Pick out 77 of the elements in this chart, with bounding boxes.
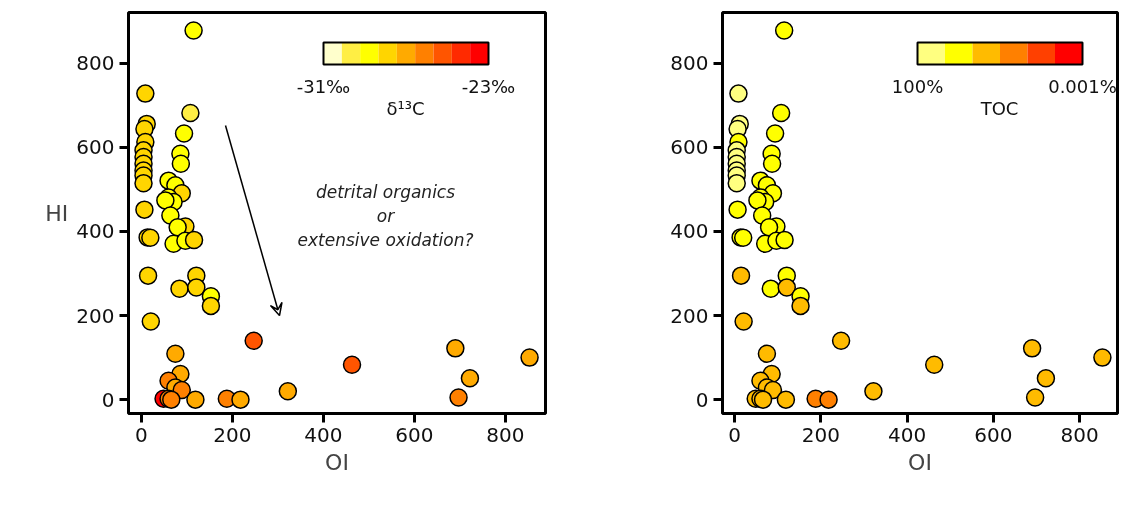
point <box>184 230 204 250</box>
point <box>728 200 747 219</box>
point <box>168 218 187 237</box>
point <box>771 103 791 123</box>
point <box>727 173 746 193</box>
point <box>278 381 298 401</box>
y-tick-label: 400 <box>670 219 709 244</box>
point <box>136 84 155 103</box>
point <box>460 368 480 388</box>
point <box>186 390 205 409</box>
x-tick-label: 600 <box>974 422 1013 447</box>
x-tick-label: 800 <box>486 422 525 447</box>
point <box>731 266 751 285</box>
annotation: detrital organics or extensive oxidation? <box>297 181 474 250</box>
x-tick-label: 0 <box>728 422 741 447</box>
point <box>184 21 203 40</box>
point <box>342 355 362 374</box>
point <box>775 230 794 250</box>
x-tick-label: 0 <box>134 422 148 447</box>
x-axis-title: OI <box>325 449 349 475</box>
point <box>776 390 796 409</box>
point <box>187 278 206 297</box>
point <box>1093 348 1112 367</box>
annotation: δ¹³C <box>386 98 425 119</box>
point <box>170 279 189 298</box>
x-tick-label: 200 <box>213 422 252 447</box>
point <box>762 154 782 174</box>
annotation: -31‰ <box>296 76 351 97</box>
y-tick-label: 400 <box>76 219 115 244</box>
point <box>761 279 781 298</box>
x-tick-label: 200 <box>801 422 840 447</box>
point <box>201 296 221 316</box>
annotation: 100% <box>891 76 944 97</box>
point <box>729 84 748 103</box>
y-tick-label: 200 <box>670 303 709 328</box>
point <box>765 124 785 143</box>
annotation: -23‰ <box>461 76 516 97</box>
point <box>520 348 539 367</box>
y-tick-label: 200 <box>76 303 115 328</box>
point <box>134 173 153 193</box>
point <box>449 388 468 407</box>
y-tick-label: 600 <box>670 135 709 160</box>
point <box>181 103 200 123</box>
x-tick-label: 400 <box>304 422 343 447</box>
point <box>777 278 796 297</box>
point <box>138 266 158 285</box>
point <box>135 200 154 219</box>
point <box>174 124 194 143</box>
point <box>166 344 185 364</box>
point <box>757 344 777 364</box>
y-tick-label: 600 <box>76 135 115 160</box>
point <box>774 21 794 40</box>
point <box>831 331 851 351</box>
annotation: 0.001% <box>1048 76 1117 97</box>
point <box>446 339 465 358</box>
point <box>819 390 838 409</box>
y-tick-label: 800 <box>76 51 115 76</box>
y-tick-label: 800 <box>670 51 709 76</box>
x-tick-label: 800 <box>1060 422 1099 447</box>
point <box>1036 368 1056 388</box>
point <box>1025 388 1045 407</box>
point <box>244 331 263 351</box>
point <box>864 381 883 401</box>
x-tick-label: 600 <box>395 422 434 447</box>
annotation: TOC <box>979 98 1019 119</box>
y-tick-label: 0 <box>101 387 115 412</box>
y-axis-title: HI <box>45 200 69 226</box>
y-tick-label: 0 <box>695 387 709 412</box>
point <box>171 154 191 174</box>
x-axis-title: OI <box>908 449 932 475</box>
point <box>231 390 250 409</box>
point <box>791 296 810 316</box>
x-tick-label: 400 <box>887 422 927 447</box>
point <box>1022 339 1042 358</box>
point <box>141 312 161 331</box>
point <box>924 355 944 374</box>
point <box>734 312 753 331</box>
